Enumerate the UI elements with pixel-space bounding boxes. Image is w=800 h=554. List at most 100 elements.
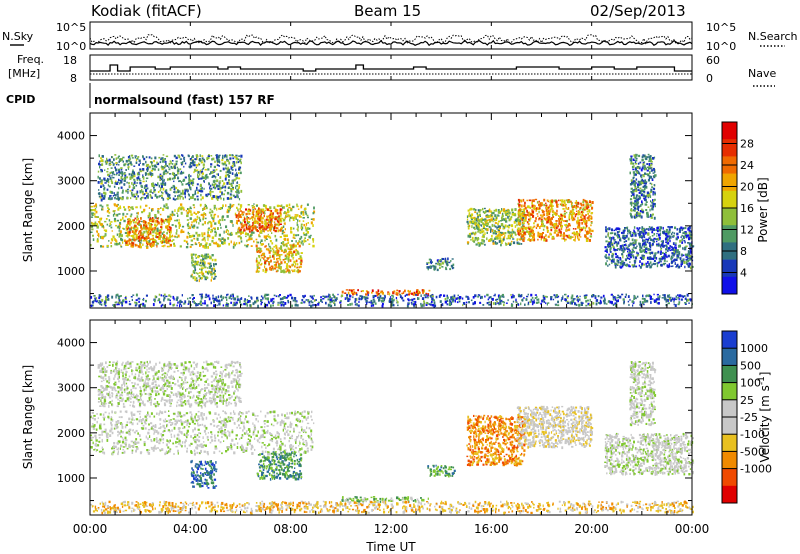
data-cell bbox=[406, 304, 409, 308]
data-cell bbox=[160, 220, 163, 223]
data-cell bbox=[246, 217, 249, 220]
data-cell bbox=[499, 211, 501, 214]
data-cell bbox=[564, 224, 567, 226]
data-cell bbox=[353, 292, 356, 295]
data-cell bbox=[167, 225, 169, 228]
data-cell bbox=[530, 229, 533, 232]
data-cell bbox=[218, 238, 221, 241]
data-cell bbox=[193, 265, 196, 268]
data-cell bbox=[200, 243, 203, 246]
data-cell bbox=[585, 304, 588, 307]
data-cell bbox=[116, 213, 119, 217]
data-cell bbox=[283, 222, 286, 225]
data-cell bbox=[556, 224, 558, 227]
data-cell bbox=[637, 228, 640, 231]
data-cell bbox=[209, 262, 212, 265]
data-cell bbox=[621, 248, 623, 251]
data-cell bbox=[539, 203, 542, 207]
data-cell bbox=[165, 206, 168, 209]
data-cell bbox=[310, 218, 313, 220]
data-cell bbox=[259, 230, 263, 233]
data-cell bbox=[246, 221, 249, 224]
data-cell bbox=[211, 254, 214, 257]
data-cell bbox=[257, 260, 259, 263]
data-cell bbox=[582, 214, 584, 217]
data-cell bbox=[108, 174, 111, 177]
data-cell bbox=[563, 237, 565, 240]
data-cell bbox=[122, 212, 125, 216]
data-cell bbox=[253, 240, 255, 243]
data-cell bbox=[622, 298, 625, 301]
data-cell bbox=[300, 259, 303, 263]
data-cell bbox=[246, 228, 249, 231]
data-cell bbox=[196, 261, 198, 264]
data-cell bbox=[105, 296, 107, 299]
data-cell bbox=[264, 204, 267, 208]
data-cell bbox=[639, 266, 642, 269]
data-cell bbox=[543, 238, 546, 242]
data-cell bbox=[123, 219, 126, 223]
data-cell bbox=[216, 244, 219, 248]
freq-trace bbox=[90, 64, 692, 72]
data-cell bbox=[288, 252, 291, 254]
data-cell bbox=[657, 296, 659, 299]
data-cell bbox=[682, 295, 684, 298]
data-cell bbox=[633, 233, 636, 235]
data-cell bbox=[537, 231, 540, 235]
data-cell bbox=[516, 241, 519, 245]
data-cell bbox=[252, 302, 255, 306]
data-cell bbox=[307, 239, 309, 241]
data-cell bbox=[613, 239, 615, 242]
data-cell bbox=[408, 290, 411, 293]
data-cell bbox=[590, 212, 593, 215]
data-cell bbox=[469, 235, 471, 239]
data-cell bbox=[94, 221, 97, 225]
data-cell bbox=[137, 245, 141, 248]
data-cell bbox=[621, 231, 623, 234]
data-cell bbox=[280, 254, 283, 256]
data-cell bbox=[374, 294, 377, 297]
data-cell bbox=[425, 304, 428, 306]
data-cell bbox=[549, 222, 552, 225]
data-cell bbox=[142, 210, 145, 213]
data-cell bbox=[168, 218, 171, 221]
data-cell bbox=[149, 223, 152, 225]
data-cell bbox=[478, 209, 481, 212]
data-cell bbox=[213, 298, 216, 301]
data-cell bbox=[582, 207, 584, 210]
data-cell bbox=[548, 205, 550, 208]
data-cell bbox=[364, 297, 367, 300]
data-cell bbox=[577, 299, 579, 302]
data-cell bbox=[432, 295, 434, 298]
data-cell bbox=[310, 296, 313, 299]
data-cell bbox=[127, 156, 130, 159]
data-cell bbox=[266, 215, 269, 218]
data-cell bbox=[151, 244, 155, 247]
data-cell bbox=[136, 172, 139, 176]
data-cell bbox=[681, 234, 684, 237]
data-cell bbox=[204, 253, 206, 256]
data-cell bbox=[92, 238, 95, 241]
data-cell bbox=[252, 211, 254, 215]
data-cell bbox=[497, 222, 499, 225]
data-cell bbox=[176, 229, 178, 232]
data-cell bbox=[296, 224, 299, 226]
data-cell bbox=[520, 208, 523, 211]
data-cell bbox=[383, 297, 386, 300]
data-cell bbox=[226, 293, 228, 297]
data-cell bbox=[308, 243, 311, 245]
data-cell bbox=[345, 289, 349, 291]
data-cell bbox=[569, 199, 571, 203]
data-cell bbox=[374, 302, 377, 305]
data-cell bbox=[284, 249, 287, 252]
data-cell bbox=[192, 263, 194, 266]
data-cell bbox=[401, 296, 404, 300]
data-cell bbox=[211, 276, 213, 279]
data-cell bbox=[92, 212, 95, 214]
data-cell bbox=[547, 221, 549, 224]
data-cell bbox=[402, 299, 405, 302]
data-cell bbox=[608, 258, 612, 261]
data-cell bbox=[572, 209, 574, 213]
data-cell bbox=[166, 232, 168, 235]
data-cell bbox=[277, 212, 279, 215]
